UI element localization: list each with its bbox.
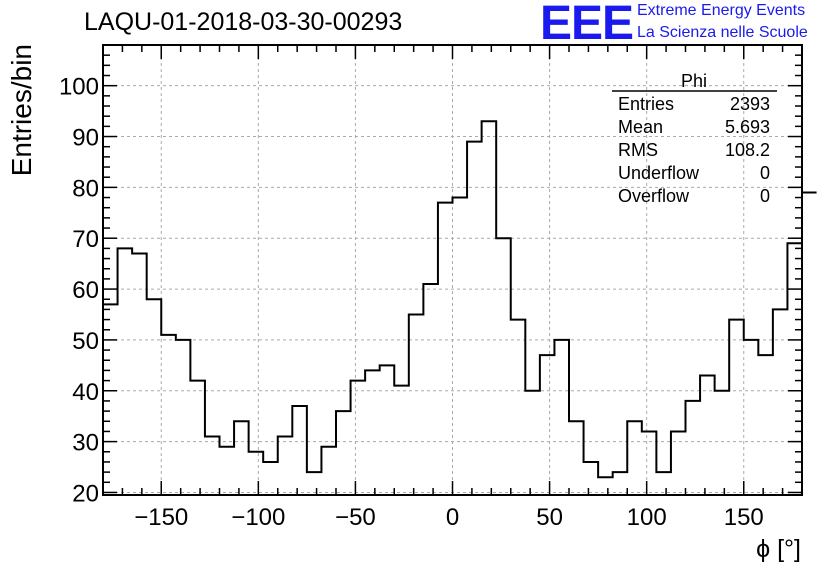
stat-label-mean: Mean xyxy=(618,117,663,137)
y-tick-label: 40 xyxy=(72,379,99,406)
y-tick-label: 50 xyxy=(72,328,99,355)
stat-value-entries: 2393 xyxy=(730,94,770,114)
histogram-line xyxy=(103,120,817,479)
stat-value-underflow: 0 xyxy=(760,163,770,183)
x-tick-label: 50 xyxy=(536,504,563,531)
x-tick-label: −100 xyxy=(231,504,285,531)
y-tick-label: 100 xyxy=(59,74,99,101)
x-tick-label: 100 xyxy=(627,504,667,531)
chart-title: LAQU-01-2018-03-30-00293 xyxy=(84,8,403,36)
y-axis-label: Entries/bin xyxy=(6,44,37,176)
axes xyxy=(102,44,803,496)
y-tick-label: 80 xyxy=(72,175,99,202)
y-tick-label: 90 xyxy=(72,125,99,152)
logo-line-1: Extreme Energy Events xyxy=(637,2,806,19)
stats-box-name: Phi xyxy=(681,71,707,91)
stat-label-rms: RMS xyxy=(618,140,658,160)
logo-line-2: La Scienza nelle Scuole xyxy=(637,24,808,41)
y-tick-label: 60 xyxy=(72,277,99,304)
grid-lines xyxy=(103,45,802,495)
stat-label-entries: Entries xyxy=(618,94,674,114)
x-tick-label: −150 xyxy=(134,504,188,531)
stat-value-mean: 5.693 xyxy=(725,117,770,137)
x-tick-label: −50 xyxy=(335,504,376,531)
stats-box: Phi Entries 2393 Mean 5.693 RMS 108.2 Un… xyxy=(612,71,777,206)
x-tick-label: 150 xyxy=(724,504,764,531)
tick-labels: −150 −100 −50 0 50 100 150 20 30 40 50 60 70 80 90 100 xyxy=(59,74,764,531)
y-tick-label: 20 xyxy=(72,480,99,507)
stat-label-overflow: Overflow xyxy=(618,186,690,206)
x-tick-label: 0 xyxy=(446,504,459,531)
stat-value-rms: 108.2 xyxy=(725,140,770,160)
y-tick-label: 70 xyxy=(72,226,99,253)
stat-label-underflow: Underflow xyxy=(618,163,700,183)
y-tick-label: 30 xyxy=(72,430,99,457)
eee-logo: EEE xyxy=(540,0,634,50)
stat-value-overflow: 0 xyxy=(760,186,770,206)
x-axis-label: ϕ [°] xyxy=(756,535,801,563)
